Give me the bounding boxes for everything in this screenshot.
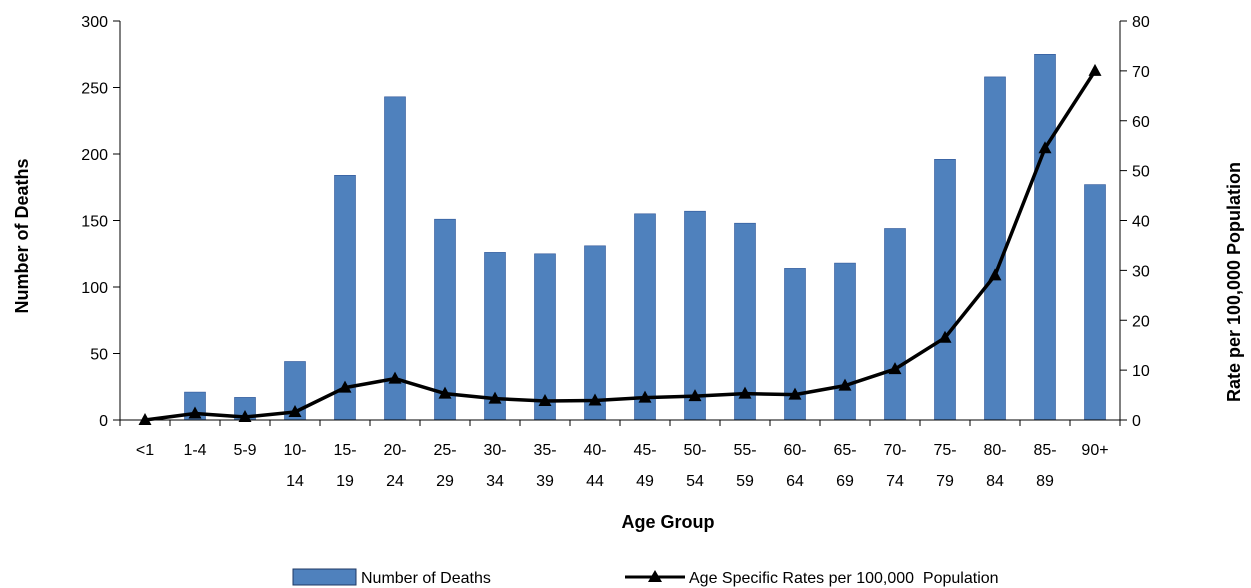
rate-marker [488, 391, 502, 404]
rate-marker [338, 380, 352, 393]
legend-marker-rate [648, 570, 662, 582]
bar [1034, 53, 1056, 421]
x-tick-label: 89 [1036, 473, 1054, 490]
x-tick-label: 15- [333, 442, 356, 459]
rate-marker [288, 405, 302, 417]
rate-marker [588, 393, 602, 406]
rate-marker [1038, 141, 1052, 154]
y-tick-label-left: 250 [81, 81, 108, 98]
x-tick-label: 39 [536, 473, 554, 490]
rate-marker [738, 386, 752, 399]
y-tick-label-right: 30 [1132, 263, 1150, 280]
y-tick-label-right: 40 [1132, 214, 1150, 231]
rate-marker [388, 371, 402, 384]
y-axis-title-left: Number of Deaths [12, 158, 32, 313]
x-tick-label: 49 [636, 473, 654, 490]
y-tick-label-right: 0 [1132, 413, 1141, 430]
x-tick-label: 10- [283, 442, 306, 459]
rate-marker [888, 362, 902, 375]
x-tick-label: 1-4 [183, 442, 206, 459]
x-tick-label: 54 [686, 473, 704, 490]
x-tick-label: 59 [736, 473, 754, 490]
bar [834, 262, 856, 421]
x-tick-label: 24 [386, 473, 404, 490]
x-tick-label: 64 [786, 473, 804, 490]
x-tick-label: 74 [886, 473, 904, 490]
bar [1084, 184, 1106, 421]
y-tick-label-right: 60 [1132, 114, 1150, 131]
y-tick-label-right: 20 [1132, 313, 1150, 330]
y-tick-label-right: 80 [1132, 14, 1150, 31]
x-tick-label: 20- [383, 442, 406, 459]
legend-label-number-of-deaths: Number of Deaths [361, 570, 491, 587]
y-axis-title-right: Rate per 100,000 Population [1224, 162, 1244, 402]
x-tick-label: 35- [533, 442, 556, 459]
y-tick-label-left: 100 [81, 280, 108, 297]
x-tick-label: 79 [936, 473, 954, 490]
x-tick-label: 75- [933, 442, 956, 459]
rate-marker [638, 390, 652, 403]
x-tick-label: 69 [836, 473, 854, 490]
x-tick-label: <1 [136, 442, 154, 459]
legend-swatch-number-of-deaths [292, 568, 357, 586]
x-tick-label: 5-9 [233, 442, 256, 459]
x-tick-label: 90+ [1081, 442, 1108, 459]
rate-marker [838, 378, 852, 391]
y-tick-label-right: 50 [1132, 164, 1150, 181]
x-tick-label: 29 [436, 473, 454, 490]
rate-marker [438, 386, 452, 399]
x-tick-label: 45- [633, 442, 656, 459]
x-tick-label: 44 [586, 473, 604, 490]
x-tick-label: 55- [733, 442, 756, 459]
x-axis-title: Age Group [622, 512, 715, 532]
rate-marker [788, 387, 802, 400]
rate-marker [688, 389, 702, 402]
x-tick-label: 14 [286, 473, 304, 490]
x-tick-label: 85- [1033, 442, 1056, 459]
x-tick-label: 30- [483, 442, 506, 459]
y-tick-label-left: 150 [81, 214, 108, 231]
y-tick-label-left: 300 [81, 14, 108, 31]
y-tick-label-left: 200 [81, 147, 108, 164]
x-tick-label: 40- [583, 442, 606, 459]
y-tick-label-right: 70 [1132, 64, 1150, 81]
x-tick-label: 65- [833, 442, 856, 459]
y-tick-label-left: 50 [90, 347, 108, 364]
legend-label-rate: Age Specific Rates per 100,000 Populatio… [689, 570, 999, 587]
rate-marker [138, 413, 152, 425]
rate-marker [538, 394, 552, 406]
rate-line [144, 69, 1097, 422]
x-tick-label: 25- [433, 442, 456, 459]
x-tick-label: 84 [986, 473, 1004, 490]
legend: Number of Deaths Age Specific Rates per … [292, 568, 999, 587]
bar [934, 159, 956, 421]
y-tick-label-left: 0 [99, 413, 108, 430]
x-tick-label: 60- [783, 442, 806, 459]
rate-marker [188, 406, 202, 419]
plot-area: 0 50 100 150 200 250 300 0 10 20 30 40 50 60 70 80 <1 1-4… [81, 14, 1150, 490]
y-tick-label-right: 10 [1132, 363, 1150, 380]
x-tick-label: 19 [336, 473, 354, 490]
bar [884, 228, 906, 421]
bar [384, 96, 406, 421]
rate-marker [938, 330, 952, 343]
rate-marker [988, 268, 1002, 281]
x-tick-label: 80- [983, 442, 1006, 459]
x-tick-label: 34 [486, 473, 504, 490]
bar [984, 76, 1006, 421]
rate-marker [1088, 63, 1102, 76]
x-tick-label: 70- [883, 442, 906, 459]
bar [684, 210, 706, 421]
x-tick-label: 50- [683, 442, 706, 459]
rate-marker [238, 410, 252, 422]
bar [634, 213, 656, 421]
